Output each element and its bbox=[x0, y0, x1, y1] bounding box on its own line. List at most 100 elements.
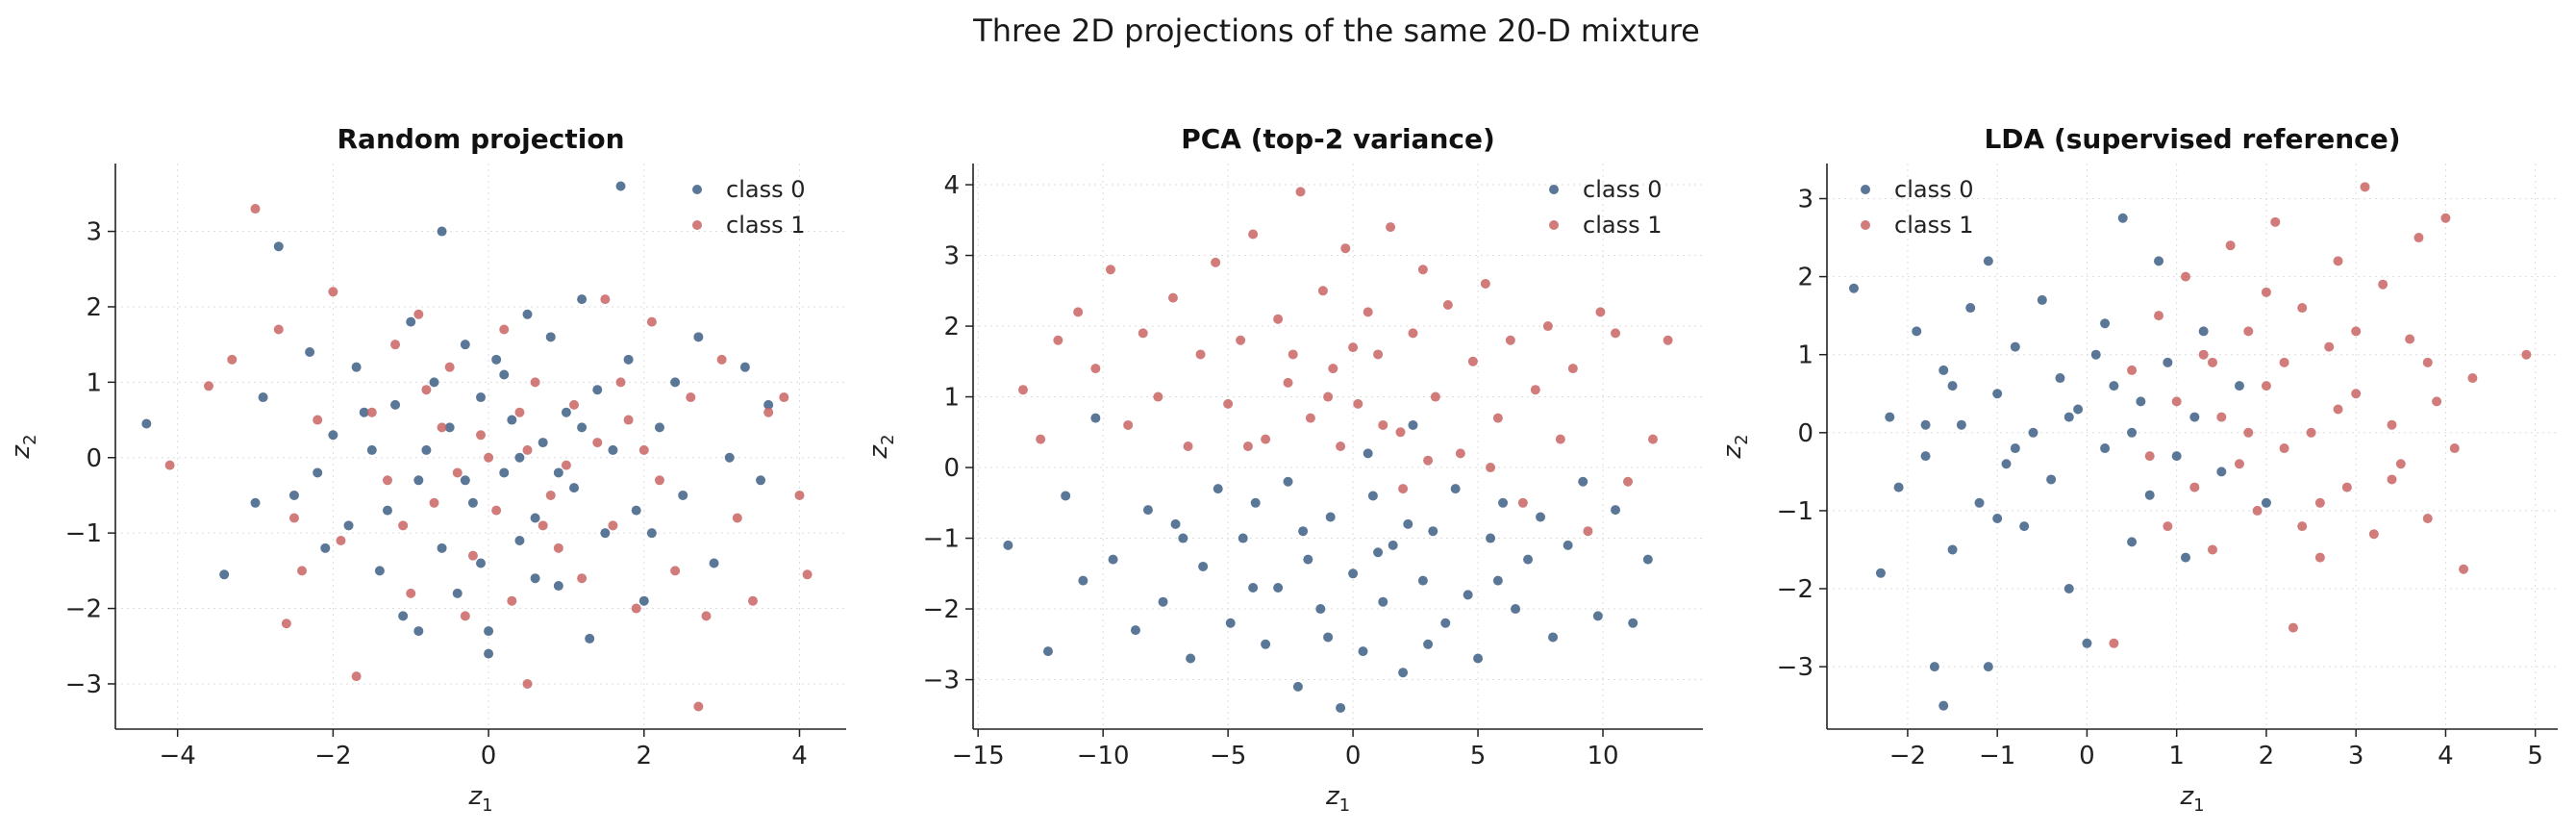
data-point bbox=[406, 588, 416, 598]
data-point bbox=[351, 362, 362, 372]
data-point bbox=[398, 520, 409, 531]
data-point bbox=[320, 543, 331, 553]
data-point bbox=[569, 399, 580, 410]
data-point bbox=[1875, 568, 1886, 578]
data-point bbox=[2082, 638, 2092, 648]
data-point bbox=[460, 611, 470, 621]
data-point bbox=[1170, 518, 1181, 529]
data-point bbox=[1292, 681, 1303, 692]
data-point bbox=[343, 520, 354, 531]
data-point bbox=[608, 520, 618, 531]
data-point bbox=[654, 422, 664, 433]
data-point bbox=[670, 566, 681, 576]
y-tick-label: −2 bbox=[923, 595, 960, 624]
data-point bbox=[1283, 377, 1293, 388]
data-point bbox=[2387, 474, 2397, 485]
data-point bbox=[2422, 357, 2433, 367]
data-point bbox=[1142, 505, 1153, 516]
legend-marker-class-1 bbox=[1549, 220, 1559, 230]
data-point bbox=[1536, 512, 1546, 522]
x-tick-label: 0 bbox=[481, 742, 497, 770]
data-point bbox=[608, 444, 618, 455]
x-axis-label-sub: 1 bbox=[482, 795, 492, 816]
x-tick-label: 0 bbox=[2079, 742, 2095, 770]
data-point bbox=[288, 490, 299, 500]
data-point bbox=[2163, 357, 2173, 367]
data-point bbox=[561, 407, 571, 417]
data-point bbox=[1992, 514, 2003, 524]
data-point bbox=[538, 438, 548, 448]
data-point bbox=[1480, 278, 1490, 289]
data-point bbox=[2055, 373, 2065, 384]
data-point bbox=[1273, 314, 1284, 324]
data-point bbox=[1885, 412, 1895, 422]
data-point bbox=[2073, 404, 2084, 415]
data-point bbox=[1965, 303, 1976, 314]
data-point bbox=[2297, 303, 2308, 314]
data-point bbox=[413, 309, 424, 319]
data-point bbox=[522, 309, 533, 319]
y-axis-label-sub: 2 bbox=[878, 434, 898, 444]
data-point bbox=[1353, 398, 1363, 409]
data-point bbox=[779, 392, 789, 403]
data-point bbox=[2100, 318, 2111, 329]
data-point bbox=[2001, 459, 2012, 469]
data-point bbox=[437, 543, 447, 553]
data-point bbox=[1363, 307, 1373, 317]
data-point bbox=[1511, 604, 1521, 615]
data-point bbox=[476, 430, 486, 441]
data-point bbox=[522, 444, 533, 455]
data-point bbox=[553, 581, 563, 592]
data-point bbox=[1036, 434, 1046, 444]
data-point bbox=[2467, 373, 2478, 384]
series-class-1 bbox=[1017, 187, 1673, 537]
y-tick-label: 3 bbox=[86, 218, 102, 247]
data-point bbox=[1378, 419, 1388, 430]
y-axis-label: z2 bbox=[7, 434, 40, 459]
y-tick-label: 2 bbox=[86, 293, 102, 322]
data-point bbox=[1073, 307, 1084, 317]
data-point bbox=[2028, 427, 2038, 438]
data-point bbox=[359, 407, 369, 417]
data-point bbox=[421, 444, 432, 455]
data-point bbox=[739, 362, 750, 372]
data-point bbox=[1186, 653, 1196, 664]
data-point bbox=[2432, 396, 2442, 407]
data-point bbox=[421, 385, 432, 395]
data-point bbox=[693, 701, 704, 712]
data-point bbox=[2216, 467, 2227, 477]
legend-marker-class-1 bbox=[692, 220, 702, 230]
y-tick-label: 2 bbox=[943, 313, 960, 341]
x-tick-label: 1 bbox=[2168, 742, 2185, 770]
data-point bbox=[1138, 328, 1148, 339]
data-point bbox=[2207, 544, 2217, 555]
data-point bbox=[2261, 287, 2271, 297]
x-tick-label: 3 bbox=[2348, 742, 2364, 770]
data-point bbox=[476, 392, 486, 403]
data-point bbox=[437, 226, 447, 237]
data-point bbox=[569, 483, 580, 493]
data-point bbox=[1563, 540, 1573, 550]
data-point bbox=[250, 204, 261, 215]
data-point bbox=[724, 452, 735, 463]
data-point bbox=[2154, 256, 2164, 266]
data-point bbox=[1336, 442, 1346, 451]
data-point bbox=[631, 603, 641, 614]
data-point bbox=[1367, 491, 1378, 501]
x-axis-label: z1 bbox=[1325, 782, 1350, 816]
legend-label-class-0: class 0 bbox=[1583, 176, 1662, 203]
y-tick-label: −3 bbox=[65, 670, 102, 699]
data-point bbox=[1417, 265, 1428, 275]
data-point bbox=[763, 407, 774, 417]
data-point bbox=[1592, 611, 1603, 621]
x-tick-label: 0 bbox=[1345, 742, 1362, 770]
data-point bbox=[398, 611, 409, 621]
data-point bbox=[670, 377, 681, 388]
data-point bbox=[2252, 505, 2263, 516]
data-point bbox=[1440, 618, 1451, 628]
data-point bbox=[437, 422, 447, 433]
y-tick-label: 1 bbox=[943, 384, 960, 413]
y-tick-label: 1 bbox=[86, 368, 102, 397]
